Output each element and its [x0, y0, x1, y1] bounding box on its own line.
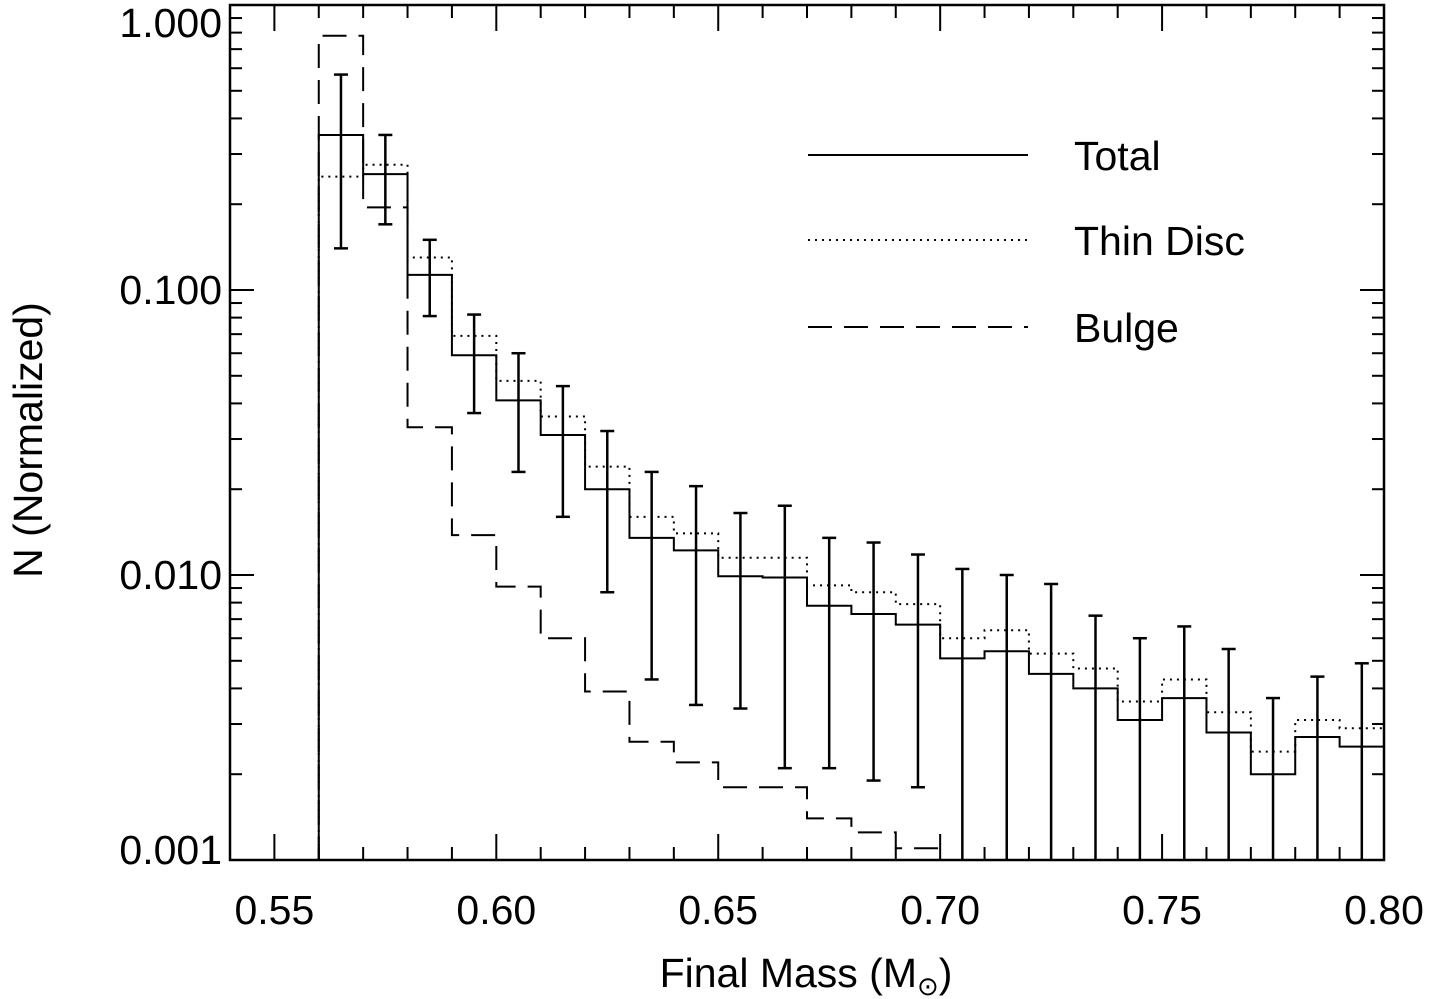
x-axis-title-end: )	[939, 950, 953, 996]
plot-frame	[228, 3, 1386, 862]
x-axis-title-subscript: ⊙	[917, 971, 939, 999]
x-tick-label: 0.75	[1122, 887, 1202, 933]
x-tick-label: 0.60	[456, 887, 536, 933]
error-bars	[333, 73, 1369, 860]
y-tick-label: 0.100	[119, 267, 222, 313]
x-tick-label: 0.55	[234, 887, 314, 933]
legend: Total Thin Disc Bulge	[808, 133, 1245, 351]
series-total-line	[317, 133, 1384, 860]
x-tick-label: 0.80	[1344, 887, 1424, 933]
legend-label-total: Total	[1074, 133, 1161, 179]
y-tick-label: 1.000	[119, 0, 222, 46]
x-axis-title-main: Final Mass (M	[660, 950, 917, 996]
legend-label-bulge: Bulge	[1074, 305, 1179, 351]
x-tick-label: 0.70	[900, 887, 980, 933]
y-axis-title: N (Normalized)	[5, 302, 51, 578]
series-bulge-line	[317, 34, 941, 860]
x-axis-title: Final Mass (M⊙)	[660, 950, 953, 999]
x-tick-label: 0.65	[678, 887, 758, 933]
legend-label-thin-disc: Thin Disc	[1074, 218, 1245, 264]
series-thin-disc-line	[317, 163, 1384, 860]
tick-labels: 0.55 0.60 0.65 0.70 0.75 0.80 0.001 0.010 0.100 1…	[119, 0, 1424, 933]
series-group	[317, 34, 1384, 860]
y-tick-label: 0.001	[119, 827, 222, 873]
y-tick-label: 0.010	[119, 552, 222, 598]
